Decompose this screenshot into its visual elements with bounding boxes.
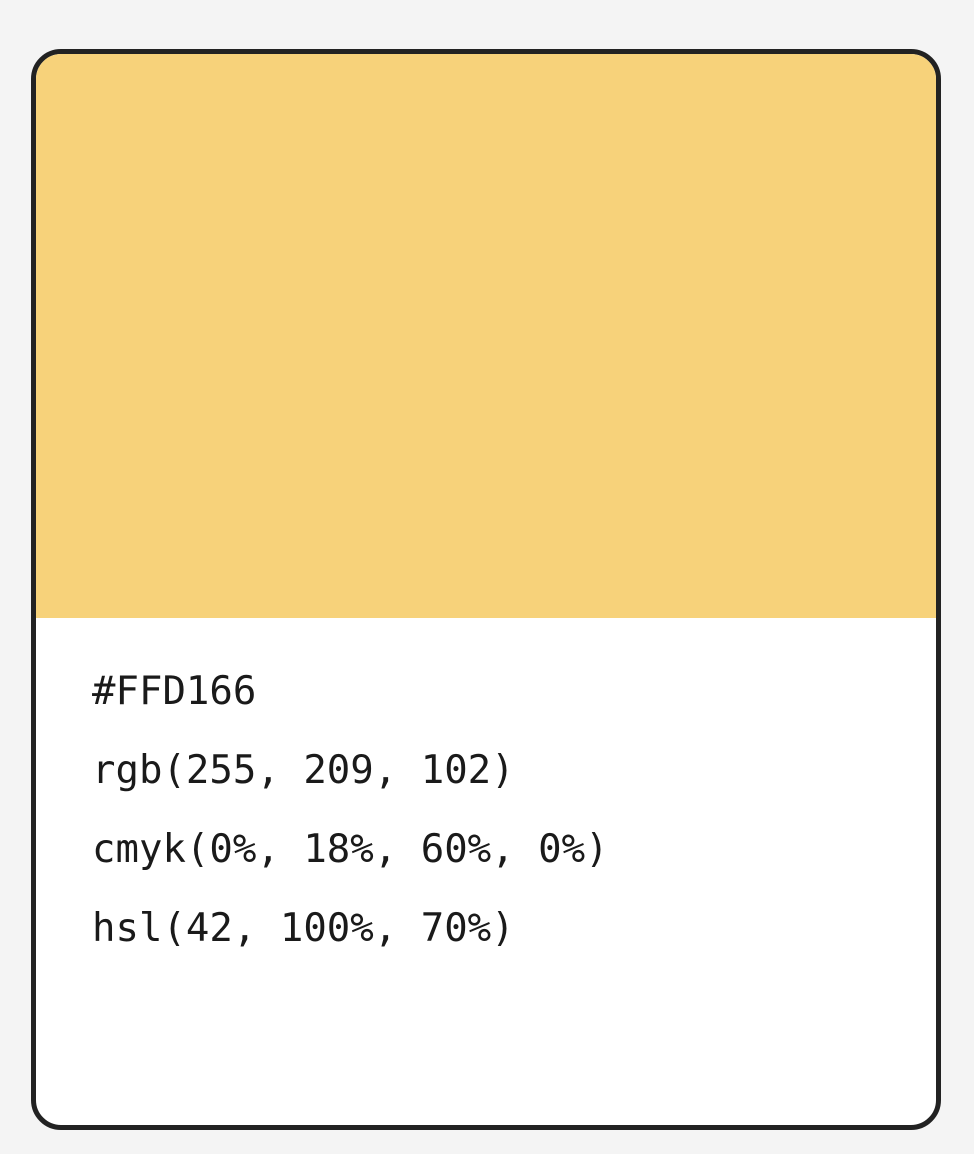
rgb-code: rgb(255, 209, 102)	[92, 748, 515, 793]
color-swatch	[36, 54, 936, 618]
cmyk-code: cmyk(0%, 18%, 60%, 0%)	[92, 827, 609, 872]
color-codes: #FFD166 rgb(255, 209, 102) cmyk(0%, 18%,…	[92, 672, 609, 988]
color-card: #FFD166 rgb(255, 209, 102) cmyk(0%, 18%,…	[31, 49, 941, 1130]
hsl-code: hsl(42, 100%, 70%)	[92, 906, 515, 951]
hex-code: #FFD166	[92, 669, 257, 714]
